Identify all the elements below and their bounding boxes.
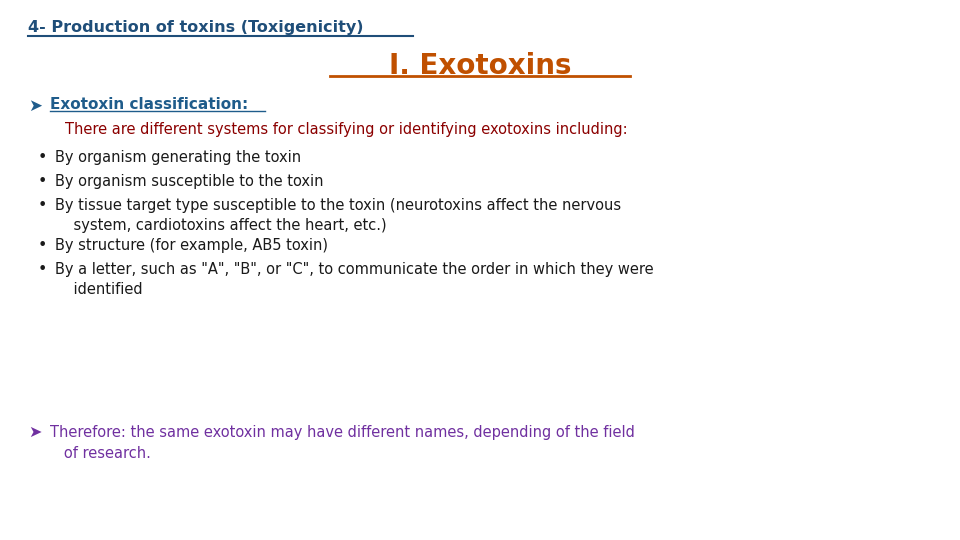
Text: •: • (38, 150, 47, 165)
Text: By organism generating the toxin: By organism generating the toxin (55, 150, 301, 165)
Text: ➤: ➤ (28, 425, 41, 440)
Text: Exotoxin classification:: Exotoxin classification: (50, 97, 249, 112)
Text: •: • (38, 262, 47, 277)
Text: By organism susceptible to the toxin: By organism susceptible to the toxin (55, 174, 324, 189)
Text: By tissue target type susceptible to the toxin (neurotoxins affect the nervous
 : By tissue target type susceptible to the… (55, 198, 621, 233)
Text: •: • (38, 174, 47, 189)
Text: By a letter, such as "A", "B", or "C", to communicate the order in which they we: By a letter, such as "A", "B", or "C", t… (55, 262, 654, 297)
Text: Therefore: the same exotoxin may have different names, depending of the field
  : Therefore: the same exotoxin may have di… (50, 425, 635, 461)
Text: By structure (for example, AB5 toxin): By structure (for example, AB5 toxin) (55, 238, 328, 253)
Text: •: • (38, 238, 47, 253)
Text: •: • (38, 198, 47, 213)
Text: I. Exotoxins: I. Exotoxins (389, 52, 571, 80)
Text: There are different systems for classifying or identifying exotoxins including:: There are different systems for classify… (65, 122, 628, 137)
Text: ➤: ➤ (28, 97, 42, 115)
Text: 4- Production of toxins (Toxigenicity): 4- Production of toxins (Toxigenicity) (28, 20, 364, 35)
